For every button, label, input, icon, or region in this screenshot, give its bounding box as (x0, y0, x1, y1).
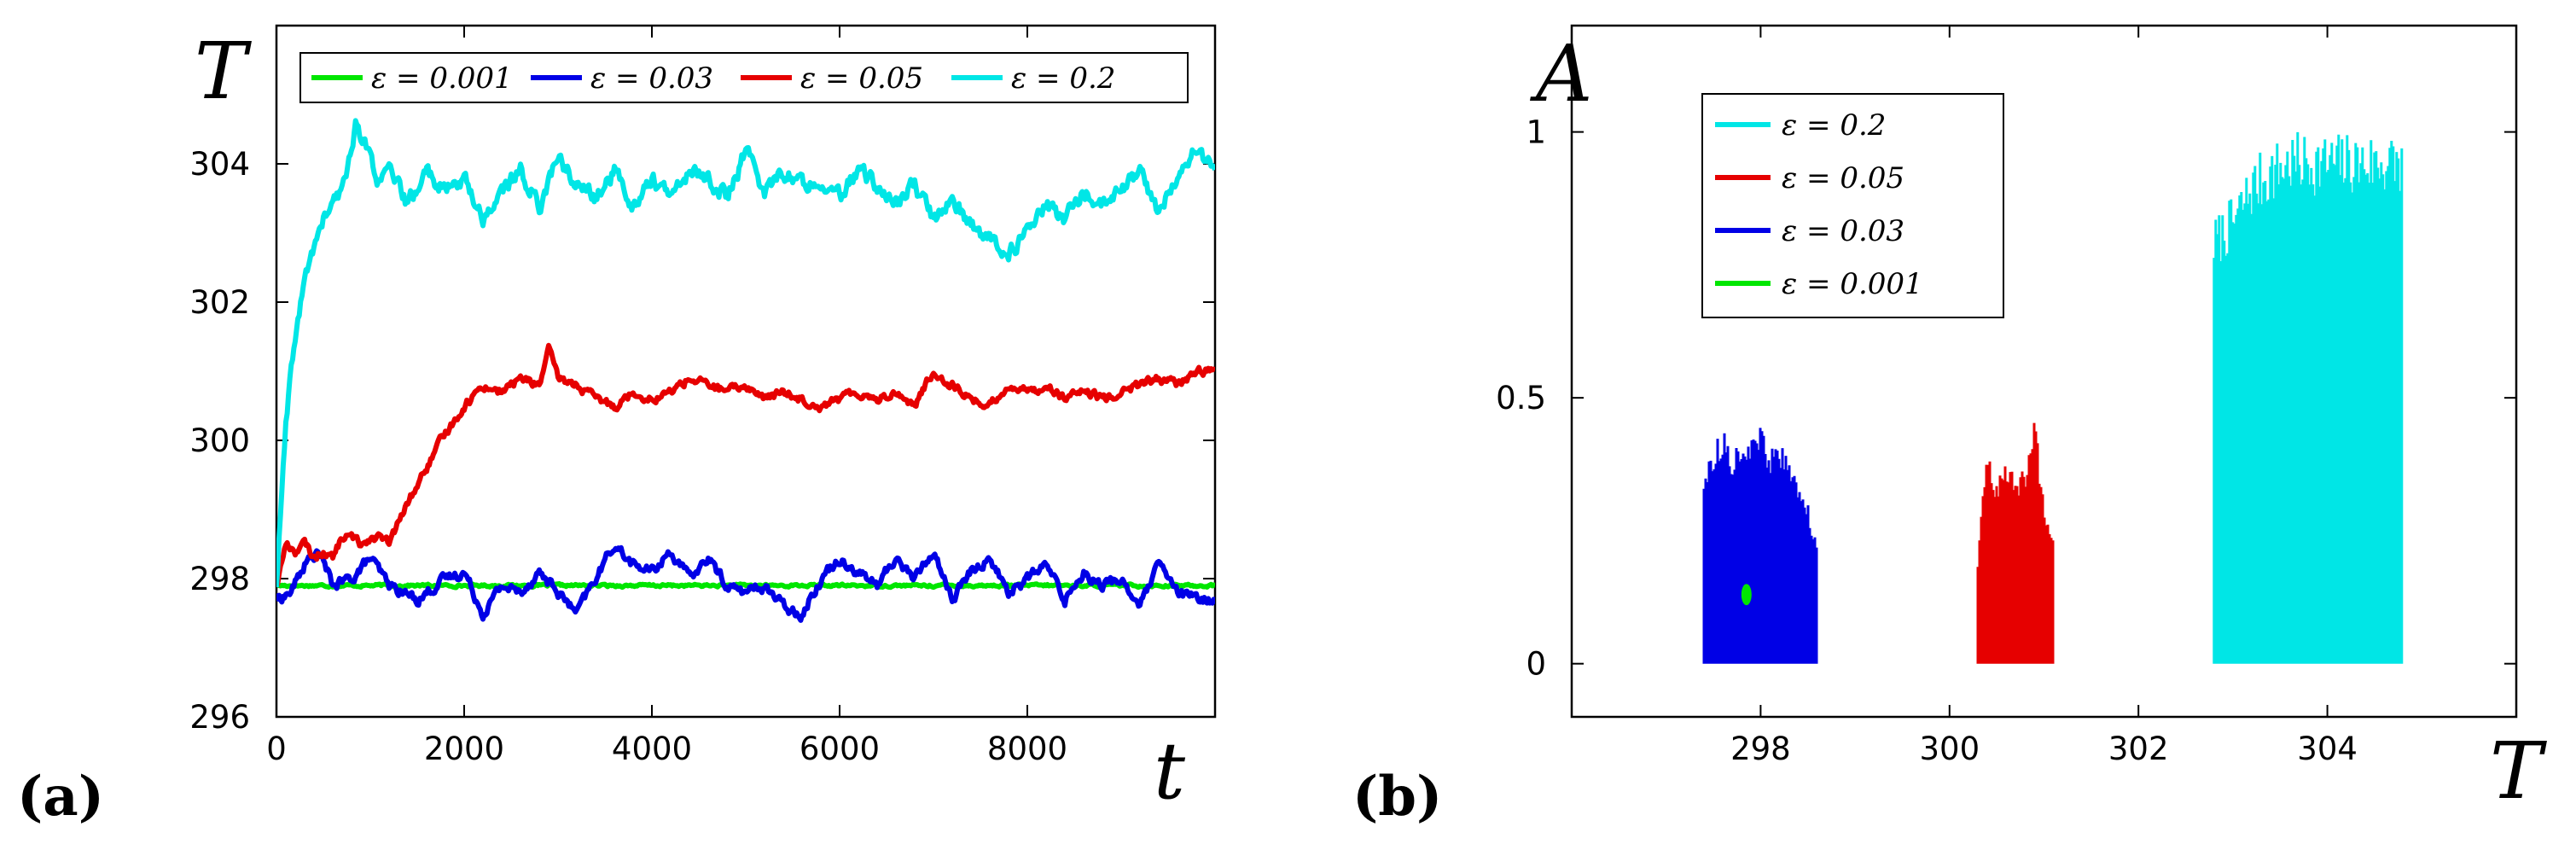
x-tick-label-b: 300 (1919, 731, 1980, 767)
x-tick-label-a: 2000 (424, 731, 504, 767)
x-tick-label-a: 6000 (800, 731, 880, 767)
y-axis-label-a: T (195, 26, 252, 117)
plot-frame-a (275, 24, 1217, 719)
y-tick-label-a: 296 (189, 699, 250, 736)
x-axis-label-a: t (1154, 725, 1186, 817)
series-line-a (276, 118, 1215, 588)
series-line-a (276, 544, 1215, 623)
y-axis-label-b: A (1529, 28, 1592, 119)
series-band-b (1702, 428, 1818, 664)
series-line-a (276, 342, 1215, 588)
series-blob-b (1741, 584, 1752, 606)
x-tick-label-a: 0 (266, 731, 287, 767)
legend-entry-b: ε = 0.001 (1782, 267, 1923, 301)
y-tick-label-a: 298 (189, 561, 250, 597)
series-group-b (1702, 131, 2404, 664)
legend-entry-a: ε = 0.05 (800, 61, 923, 96)
series-band-b (2213, 131, 2404, 664)
y-tick-label-a: 300 (189, 422, 250, 459)
series-group-a (276, 118, 1215, 623)
series-band-b (1976, 422, 2055, 664)
y-tick-label-a: 302 (189, 284, 250, 321)
legend-a: ε = 0.001 ε = 0.03 ε = 0.05 ε = 0.2 (299, 52, 1189, 103)
legend-entry-b: ε = 0.2 (1782, 108, 1886, 143)
y-tick-label-a: 304 (189, 146, 250, 183)
panel-b: 298 300 302 304 0 0.5 1 A T (b) ε = 0.2 ε = 0.0… (1352, 24, 2547, 829)
x-tick-label-a: 4000 (612, 731, 692, 767)
panel-label-b: (b) (1352, 765, 1442, 829)
y-tick-label-b: 0.5 (1496, 380, 1546, 416)
x-tick-label-a: 8000 (987, 731, 1067, 767)
legend-entry-a: ε = 0.03 (590, 61, 713, 96)
legend-box-b (1701, 93, 2004, 318)
legend-entry-a: ε = 0.2 (1011, 61, 1115, 96)
legend-entry-b: ε = 0.03 (1782, 214, 1904, 248)
legend-entry-b: ε = 0.05 (1782, 161, 1904, 195)
x-tick-label-b: 302 (2108, 731, 2169, 767)
axis-ticks-b: 298 300 302 304 0 0.5 1 (1496, 26, 2516, 767)
x-axis-label-b: T (2490, 725, 2547, 817)
x-tick-label-b: 298 (1730, 731, 1791, 767)
legend-b: ε = 0.2 ε = 0.05 ε = 0.03 ε = 0.001 (1701, 93, 2004, 318)
y-tick-label-b: 0 (1526, 646, 1546, 683)
y-tick-label-b: 1 (1526, 114, 1546, 151)
panel-a: 0 2000 4000 6000 8000 296 298 300 302 304 T t (a)… (17, 24, 1217, 829)
panel-label-a: (a) (17, 765, 104, 829)
x-tick-label-b: 304 (2297, 731, 2358, 767)
plot-frame-b (1570, 24, 2518, 719)
axis-ticks-a: 0 2000 4000 6000 8000 296 298 300 302 304 (189, 26, 1215, 767)
legend-entry-a: ε = 0.001 (371, 61, 513, 96)
